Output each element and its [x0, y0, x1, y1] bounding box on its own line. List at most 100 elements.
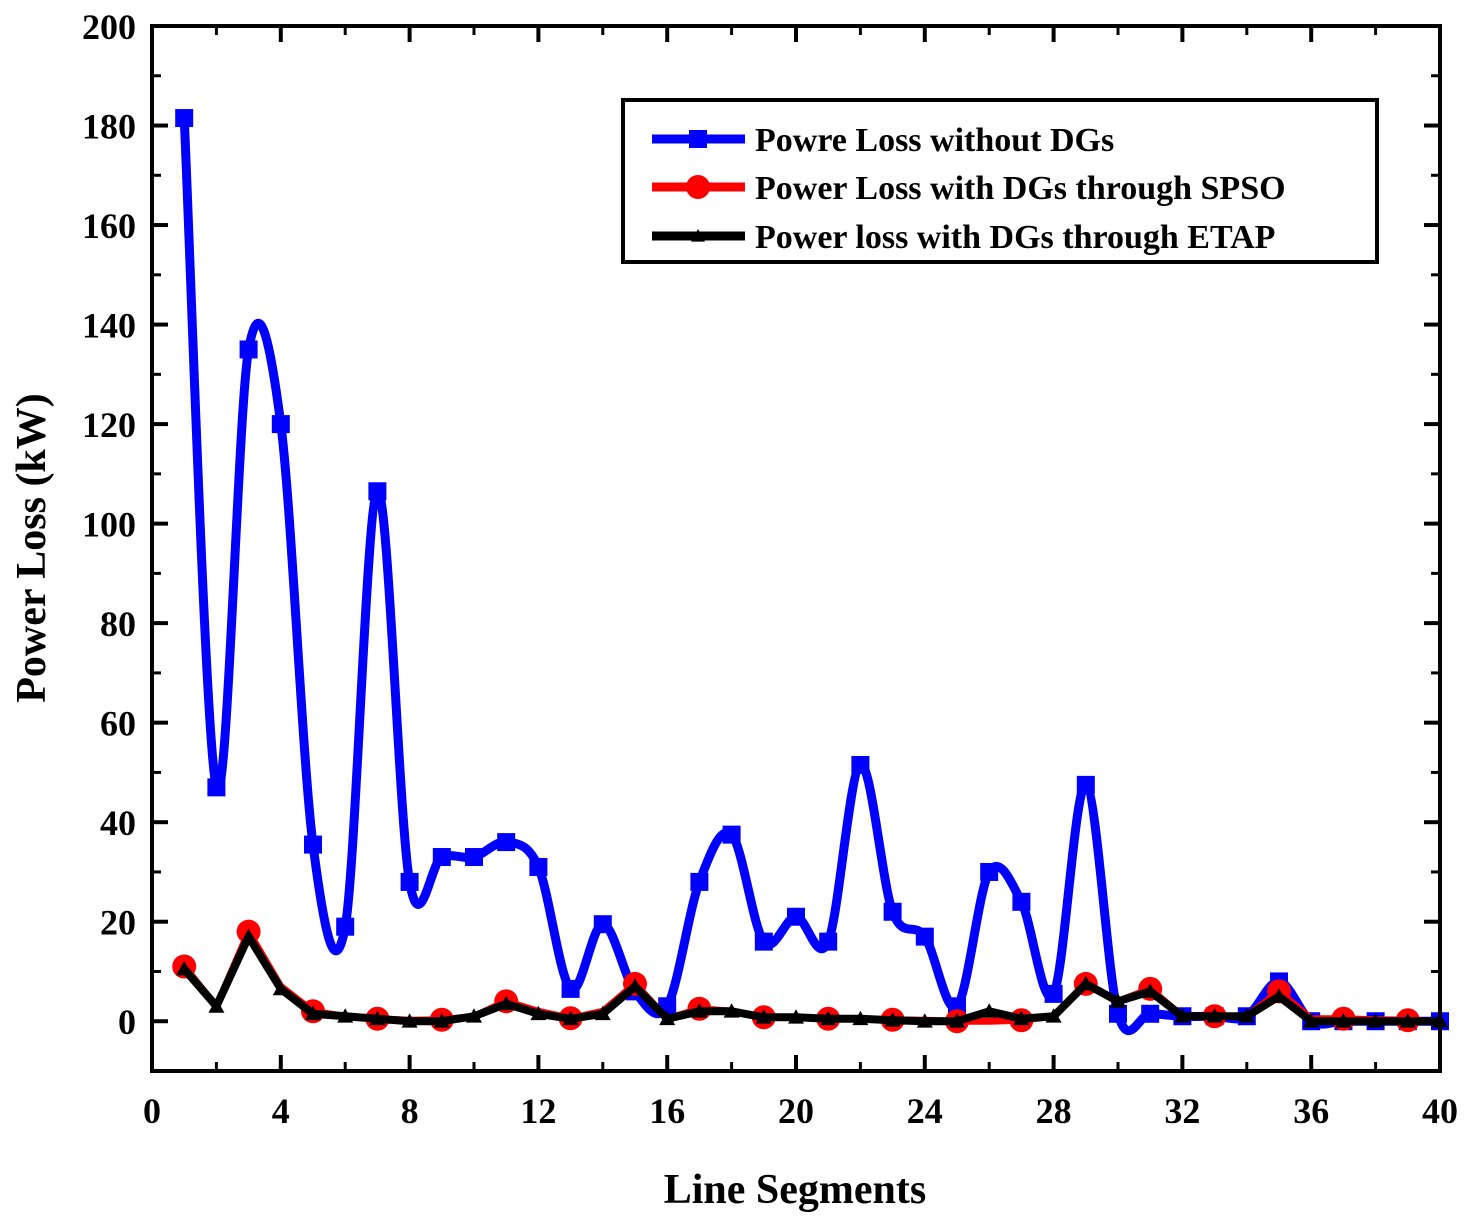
data-point	[659, 1010, 676, 1026]
data-point	[1367, 1013, 1384, 1028]
data-point	[497, 833, 516, 852]
data-point	[337, 1008, 354, 1023]
x-tick-label: 24	[907, 1091, 943, 1131]
y-tick-label: 100	[82, 505, 136, 545]
data-point	[1076, 775, 1095, 794]
data-point	[1206, 1008, 1223, 1023]
data-point	[755, 1009, 772, 1024]
legend: Powre Loss without DGs Power Loss with DG…	[621, 98, 1379, 264]
data-point	[240, 928, 257, 944]
legend-entries: Powre Loss without DGs Power Loss with DG…	[652, 122, 1286, 256]
x-axis-label: Line Segments	[664, 1167, 927, 1213]
data-point	[916, 1013, 933, 1028]
data-point	[1110, 993, 1126, 1008]
data-point	[1109, 1004, 1127, 1023]
x-tick-label: 4	[272, 1091, 290, 1131]
data-point	[884, 1012, 901, 1027]
y-tick-label: 80	[100, 604, 136, 644]
data-point	[690, 872, 709, 891]
x-tick-label: 0	[143, 1091, 161, 1131]
y-tick-label: 60	[100, 704, 136, 744]
legend-swatch-marker	[686, 175, 710, 199]
data-point	[369, 1010, 386, 1026]
data-point	[1271, 988, 1287, 1003]
data-point	[1045, 1008, 1062, 1023]
x-tick-label: 32	[1164, 1091, 1200, 1131]
y-tick-label: 180	[82, 107, 136, 147]
data-point	[530, 1005, 547, 1021]
y-tick-label: 0	[118, 1002, 136, 1042]
data-point	[304, 835, 322, 854]
y-tick-label: 140	[82, 306, 136, 346]
x-tick-label: 36	[1293, 1091, 1329, 1131]
data-point	[1013, 1010, 1030, 1026]
series-line	[181, 932, 1440, 1026]
legend-box	[621, 98, 1379, 264]
legend-label: Power Loss with DGs through SPSO	[755, 170, 1286, 207]
data-point	[691, 1003, 708, 1018]
data-point	[851, 755, 870, 774]
data-point	[176, 960, 193, 976]
y-tick-label: 200	[82, 7, 136, 47]
legend-label: Power loss with DGs through ETAP	[755, 219, 1275, 256]
data-point	[175, 109, 194, 128]
data-point	[466, 1008, 482, 1023]
data-point	[272, 980, 289, 996]
y-tick-label: 160	[82, 206, 136, 246]
data-point	[368, 482, 387, 501]
data-point	[1141, 1004, 1160, 1023]
data-point	[883, 902, 902, 921]
data-point	[915, 927, 934, 946]
data-point	[432, 848, 451, 867]
data-point	[1303, 1013, 1320, 1028]
data-point	[754, 932, 773, 951]
data-point	[207, 778, 226, 797]
data-point	[498, 995, 515, 1011]
x-tick-label: 12	[520, 1091, 556, 1131]
data-point	[594, 1005, 611, 1021]
data-point	[239, 340, 258, 359]
data-point	[1077, 975, 1094, 991]
data-point	[305, 1005, 321, 1021]
data-point	[1012, 892, 1031, 911]
data-point	[722, 825, 741, 844]
data-point	[980, 862, 999, 881]
x-tick-label: 40	[1422, 1091, 1458, 1131]
data-point	[1044, 984, 1063, 1003]
legend-entry-3: Power loss with DGs through ETAP	[652, 219, 1275, 256]
data-point	[820, 1010, 837, 1026]
x-tick-label: 28	[1036, 1091, 1072, 1131]
legend-entry-1: Powre Loss without DGs	[652, 122, 1114, 159]
data-point	[787, 907, 805, 926]
axes-layer: 0 4 8 12 16 20 24 28 32 36 40 0 20 40 60 80 100 120 140 160…	[82, 7, 1458, 1131]
y-tick-label: 40	[100, 803, 136, 843]
legend-swatch-marker	[689, 130, 707, 148]
legend-label: Powre Loss without DGs	[755, 122, 1114, 159]
legend-entry-2: Power Loss with DGs through SPSO	[652, 170, 1286, 207]
x-tick-label: 16	[649, 1091, 685, 1131]
data-point	[852, 1010, 869, 1026]
data-point	[1335, 1013, 1352, 1028]
data-point	[723, 1003, 740, 1018]
data-point	[593, 915, 612, 934]
data-point	[400, 872, 419, 891]
data-point	[627, 978, 643, 993]
data-point	[562, 1010, 579, 1026]
data-point	[788, 1009, 804, 1024]
data-point	[561, 979, 580, 998]
data-point	[271, 415, 290, 434]
data-point	[1174, 1008, 1191, 1023]
data-point	[529, 857, 548, 876]
data-point	[401, 1013, 418, 1028]
data-point	[819, 932, 838, 951]
data-point	[336, 917, 355, 936]
data-point	[981, 1003, 998, 1018]
data-point	[1142, 983, 1159, 998]
x-tick-label: 8	[401, 1091, 419, 1131]
x-tick-label: 20	[778, 1091, 814, 1131]
data-point	[433, 1013, 450, 1028]
series-layer	[172, 109, 1449, 1036]
data-point	[208, 998, 225, 1013]
